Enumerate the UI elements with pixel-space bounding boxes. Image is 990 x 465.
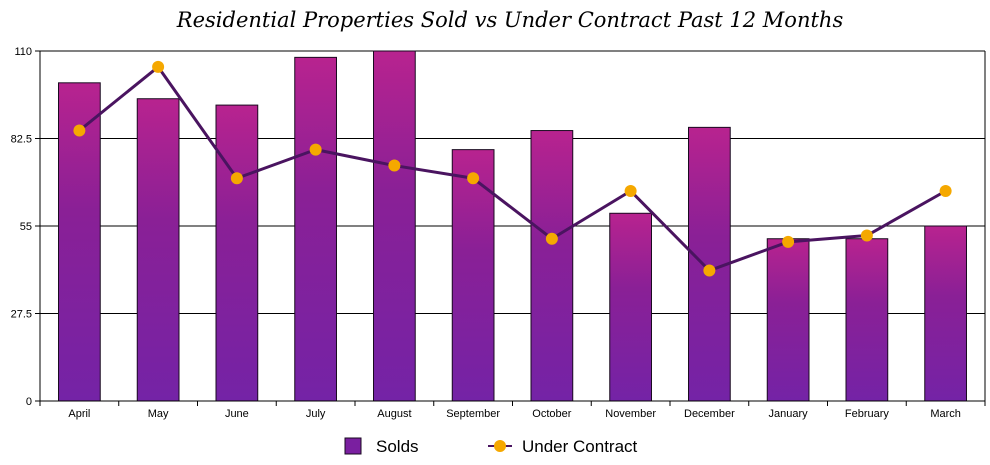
point-march [939,185,952,197]
x-tick-label: November [605,408,656,420]
bar-september [451,149,495,402]
x-tick-label: April [68,408,90,420]
legend-marker-under-contract [494,440,506,452]
y-tick-label: 82.5 [11,134,32,146]
legend-label-solds: Solds [376,437,419,456]
y-tick-label: 55 [20,221,32,233]
legend-swatch-solds [344,437,362,455]
bar-november [609,212,652,402]
line-layer [73,60,952,277]
point-may [152,60,165,73]
bar-august [373,50,416,402]
point-september [467,172,480,185]
x-tick-label: September [446,408,500,420]
x-tick-label: July [306,408,326,420]
bar-march [924,225,967,402]
legend-label-under-contract: Under Contract [522,437,638,456]
point-july [309,143,322,156]
x-tick-label: January [769,408,809,420]
axis-layer: 0 27.5 55 82.5 110 April May June July August Sept… [11,46,986,420]
point-april [73,124,86,137]
x-tick-label: December [684,408,735,420]
bar-january [766,238,810,402]
grid-layer [40,50,985,314]
point-august [388,159,401,172]
bar-february [845,238,889,402]
x-tick-label: February [845,408,890,420]
x-tick-label: June [225,408,249,420]
y-tick-label: 0 [26,396,32,408]
chart-title: Residential Properties Sold vs Under Con… [176,8,844,32]
bar-july [294,56,337,402]
x-tick-label: May [148,408,169,420]
point-october [545,232,558,245]
x-tick-label: October [532,408,571,420]
bar-may [136,98,180,402]
x-tick-label: March [930,408,961,420]
legend: Solds Under Contract [344,437,638,456]
point-june [230,172,243,185]
y-tick-label: 110 [14,46,32,58]
point-november [624,185,637,197]
point-february [860,229,873,242]
bar-october [530,130,574,402]
y-tick-label: 27.5 [11,309,32,321]
bar-june [215,104,259,402]
point-december [703,264,716,277]
point-january [782,235,795,248]
x-tick-label: August [377,408,411,420]
under-contract-line [78,65,947,273]
